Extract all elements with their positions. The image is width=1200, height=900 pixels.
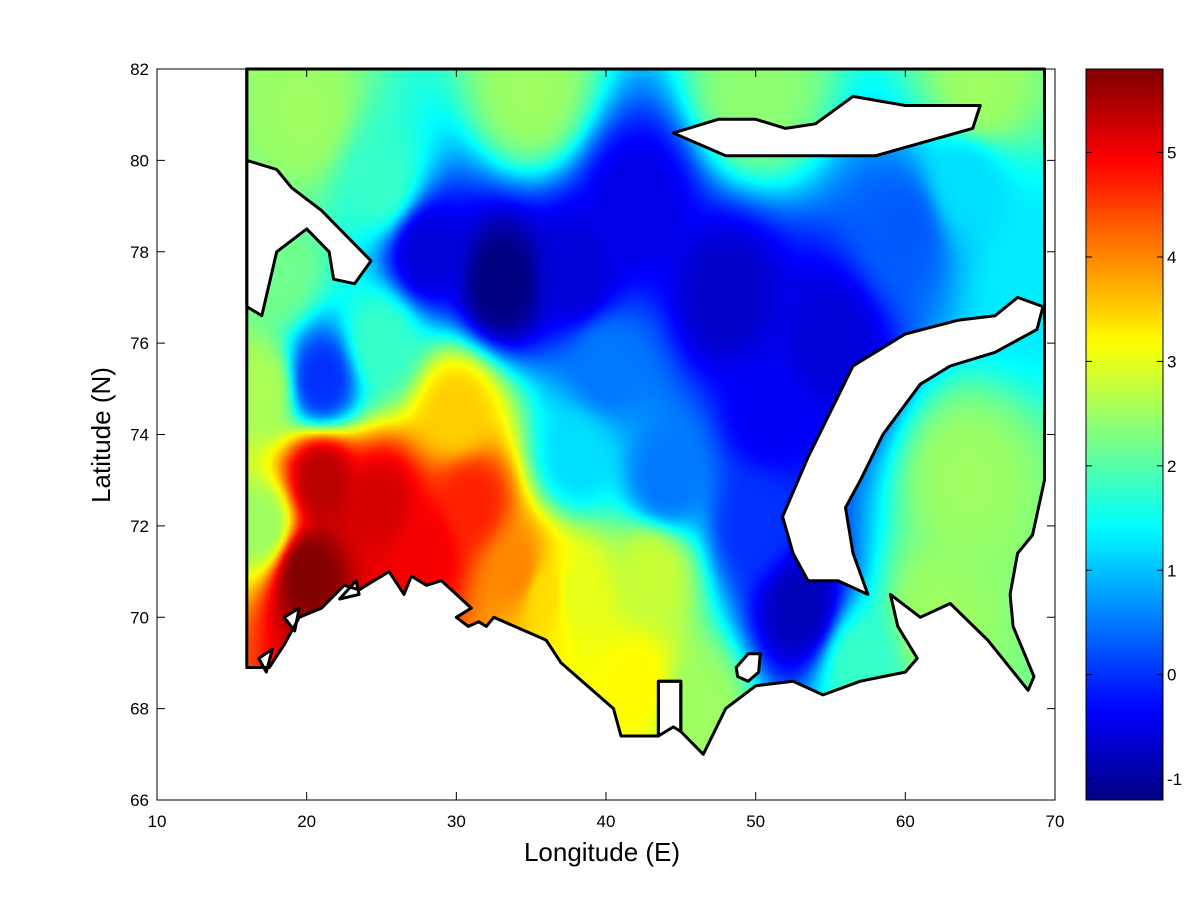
franz-josef-island [671,94,982,158]
y-tick-label: 76 [130,334,149,353]
colorbar-tick-label: 2 [1167,457,1176,476]
land-masks [245,67,1045,738]
y-tick-label: 74 [130,426,149,445]
x-tick-label: 40 [597,812,616,831]
colorbar-tick-label: -1 [1167,770,1182,789]
colorbar-tick-label: 0 [1167,666,1176,685]
y-tick-label: 78 [130,243,149,262]
y-tick-label: 80 [130,151,149,170]
colorbar-frame [1085,68,1164,801]
colorbar-ticks: -1 0 1 2 3 4 5 [1086,144,1182,789]
coastal-islet-2 [257,647,274,674]
x-tick-label: 20 [297,812,316,831]
colorbar-gradient [1086,69,1163,800]
colorbar-tick-label: 1 [1167,561,1176,580]
x-axis-label: Longitude (E) [524,837,680,867]
y-axis-label: Latitude (N) [86,367,116,503]
coastlines [245,67,1046,756]
colorbar: -1 0 1 2 3 4 5 [1085,68,1182,801]
x-tick-label: 50 [746,812,765,831]
x-tick-label: 30 [447,812,466,831]
kanin-peninsula-gap [656,679,683,738]
colorbar-tick-label: 4 [1167,248,1176,267]
svalbard-land [245,67,373,318]
domain-coastline [245,67,1046,756]
colorbar-tick-label: 5 [1167,144,1176,163]
x-tick-label: 70 [1046,812,1065,831]
y-tick-label: 72 [130,517,149,536]
coastal-islet-3 [338,579,361,601]
y-axis: 66 68 70 72 74 76 78 80 82 [130,60,1055,810]
x-tick-label: 10 [148,812,167,831]
novaya-zemlya [781,295,1045,596]
y-tick-label: 66 [130,791,149,810]
colorbar-tick-label: 3 [1167,352,1176,371]
x-axis: 10 20 30 40 50 60 70 [148,69,1065,831]
y-tick-label: 68 [130,700,149,719]
x-tick-label: 60 [896,812,915,831]
kolguev-island [734,652,762,683]
y-tick-label: 82 [130,60,149,79]
y-tick-label: 70 [130,608,149,627]
